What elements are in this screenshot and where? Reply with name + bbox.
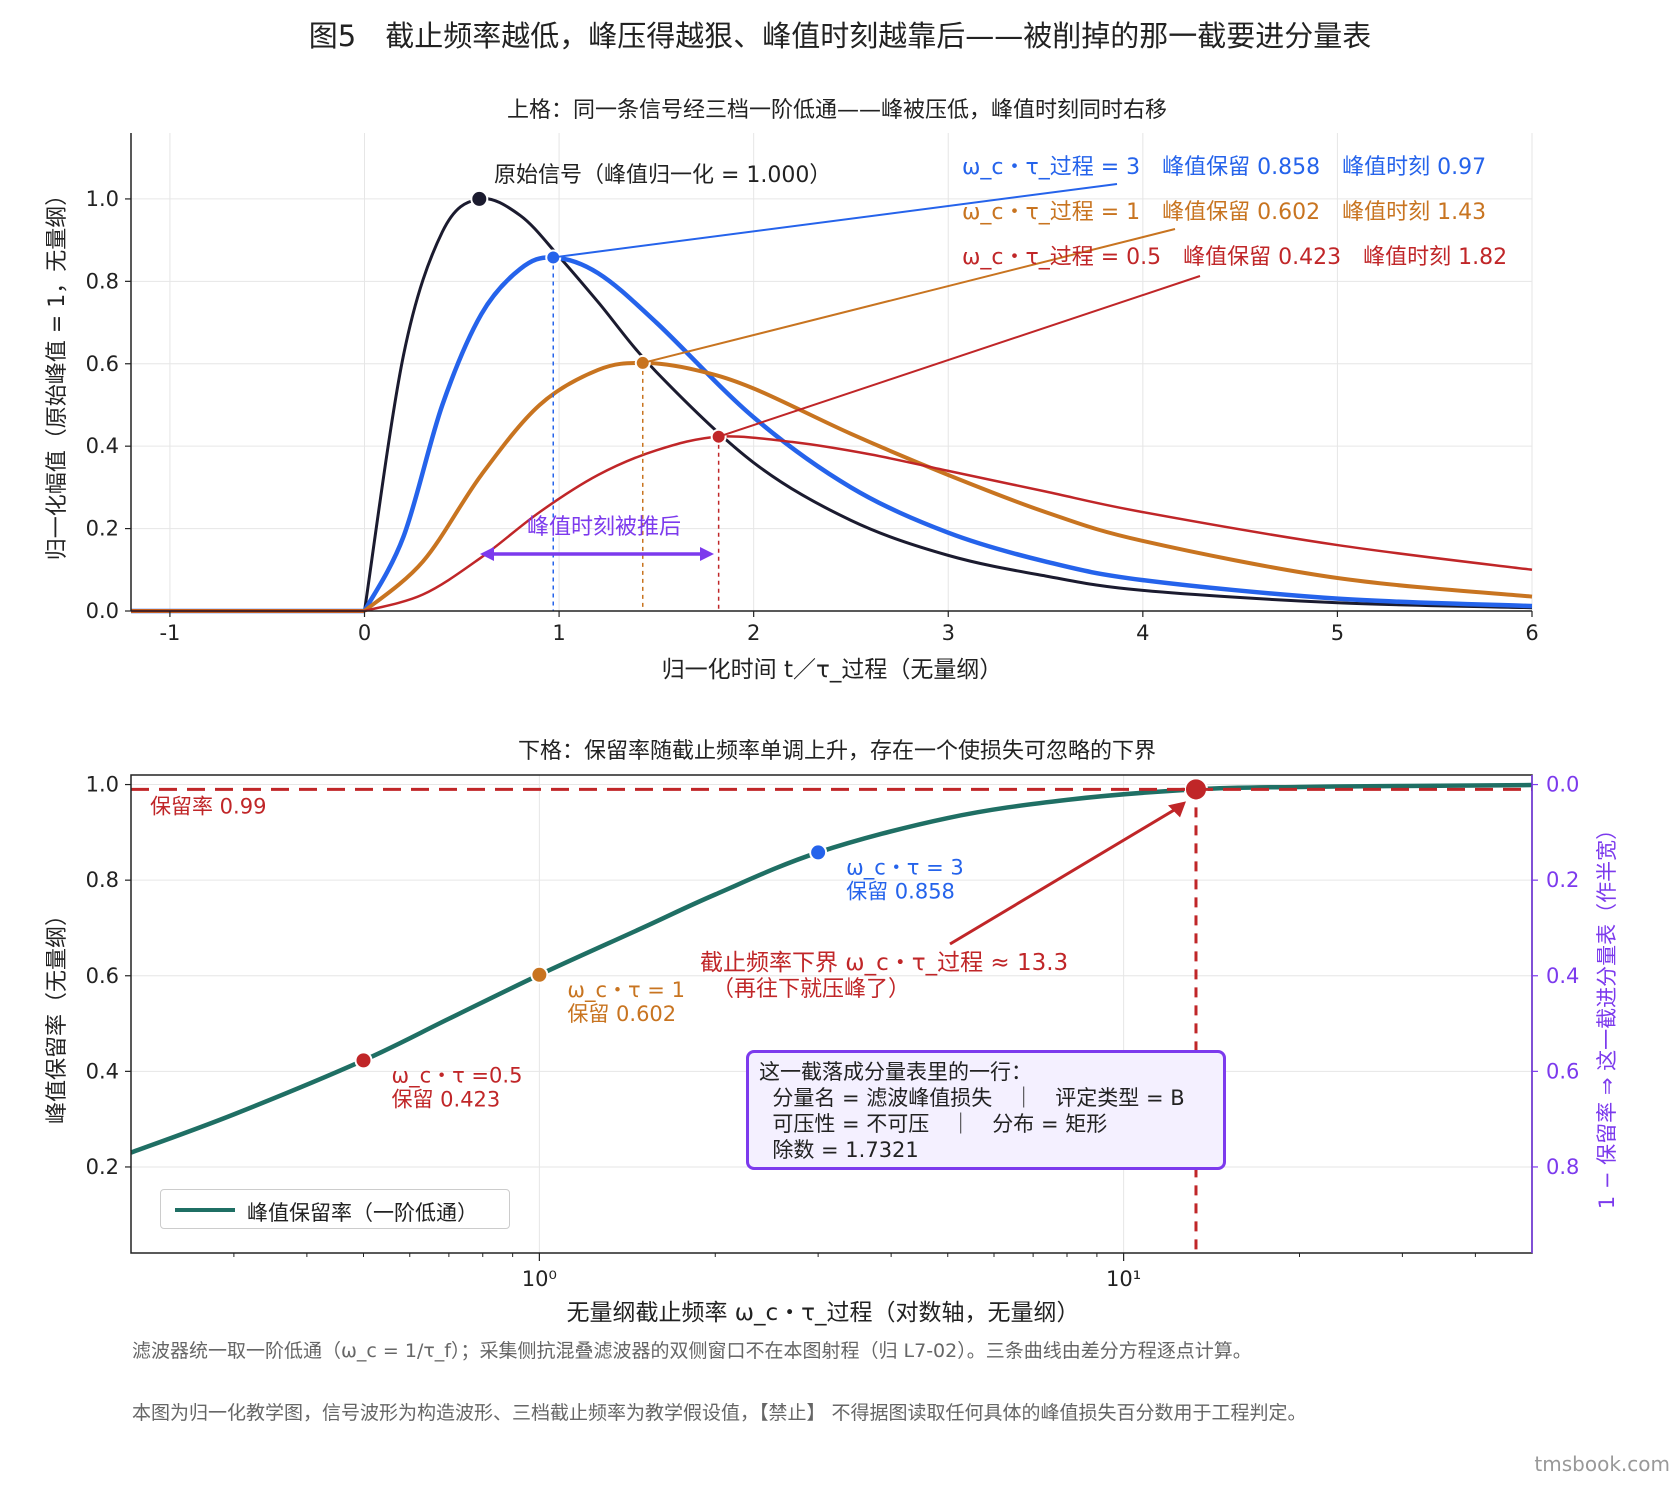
infobox-line-1: 这一截落成分量表里的一行：	[759, 1060, 1032, 1084]
bottom-ytick-right-label: 0.4	[1546, 964, 1579, 988]
bottom-ticks: 10⁰ 10¹ 0.2 0.4 0.6 0.8 1.0 0.0 0.2 0.4 0.6 0.8	[86, 773, 1580, 1291]
watermark: tmsbook.com	[1534, 1452, 1670, 1476]
bottom-series	[130, 777, 1533, 1155]
top-x-label: 归一化时间 t／τ_过程（无量纲）	[662, 657, 1003, 683]
top-grid	[131, 133, 1533, 612]
top-callout-line-wc3	[553, 183, 1118, 259]
bottom-marker-label-b: 保留 0.602	[567, 1002, 676, 1026]
footnote-2: 本图为归一化教学图，信号波形为构造波形、三档截止频率为教学假设值，【禁止】 不得…	[132, 1402, 1307, 1424]
top-ticks: -1 0 1 2 3 4 5 6 0.0 0.2 0.4 0.6 0.8 1.0	[86, 187, 1539, 645]
bottom-marker-label-a: ω_c・τ =0.5	[391, 1063, 522, 1088]
infobox-line-3: 可压性 = 不可压 ｜ 分布 = 矩形	[759, 1112, 1108, 1136]
infobox-line-4: 除数 = 1.7321	[759, 1138, 919, 1162]
bottom-cutoff-arrowhead	[1167, 801, 1186, 818]
top-xtick-label: 0	[358, 621, 371, 645]
top-xtick-label: 4	[1136, 621, 1149, 645]
top-xtick-label: 5	[1331, 621, 1344, 645]
bottom-marker-label-b: 保留 0.423	[391, 1087, 500, 1111]
bottom-marker-label-b: 保留 0.858	[846, 879, 955, 903]
bottom-xtick-label: 10¹	[1106, 1267, 1141, 1291]
top-annotation-wc3: ω_c・τ_过程 = 3 峰值保留 0.858 峰值时刻 0.97	[962, 155, 1486, 180]
bottom-cutoff-label: 截止频率下界 ω_c・τ_过程 ≈ 13.3	[700, 950, 1068, 976]
top-xtick-label: 2	[747, 621, 760, 645]
top-shift-arrowhead-right	[700, 547, 714, 561]
top-peak-marker-original	[470, 189, 489, 208]
bottom-ytick-right-label: 0.6	[1546, 1059, 1579, 1083]
top-series-line-wc05	[364, 435, 1533, 613]
bottom-marker-1	[530, 965, 549, 984]
footnote-1: 滤波器统一取一阶低通（ω_c = 1/τ_f）；采集侧抗混叠滤波器的双侧窗口不在…	[132, 1340, 1252, 1362]
top-annotation-wc05: ω_c・τ_过程 = 0.5 峰值保留 0.423 峰值时刻 1.82	[962, 245, 1507, 270]
top-series-line-wc1	[363, 360, 1533, 613]
top-series-line-original	[363, 196, 1533, 612]
bottom-ytick-right-label: 0.0	[1546, 773, 1579, 797]
component-info-box: 这一截落成分量表里的一行： 分量名 = 滤波峰值损失 ｜ 评定类型 = B 可压…	[746, 1050, 1226, 1170]
top-panel: 上格：同一条信号经三档一阶低通——峰被压低，峰值时刻同时右移 原始信号（峰值归一…	[45, 98, 1539, 683]
bottom-ytick-label: 0.2	[86, 1155, 119, 1179]
bottom-ytick-label: 0.4	[86, 1059, 119, 1083]
bottom-cutoff-sublabel: （再往下就压峰了）	[712, 977, 910, 1002]
bottom-y-label: 峰值保留率（无量纲）	[45, 904, 70, 1124]
bottom-chart-title: 下格：保留率随截止频率单调上升，存在一个使损失可忽略的下界	[518, 739, 1156, 764]
bottom-ytick-right-label: 0.2	[1546, 868, 1579, 892]
bottom-ytick-label: 0.6	[86, 964, 119, 988]
bottom-grid	[131, 775, 1532, 1253]
bottom-marker-2	[809, 843, 828, 862]
bottom-y-label-right: 1 − 保留率 ⇒ 这一截进分量表（作半宽）	[1595, 819, 1619, 1209]
top-callout-line-wc1	[642, 228, 1176, 364]
top-xtick-label: 6	[1525, 621, 1538, 645]
figure-title: 图5 截止频率越低，峰压得越狠、峰值时刻越靠后——被削掉的那一截要进分量表	[309, 19, 1371, 53]
top-annotations: 原始信号（峰值归一化 = 1.000） ω_c・τ_过程 = 3 峰值保留 0.8…	[470, 155, 1507, 611]
bottom-panel: 下格：保留率随截止频率单调上升，存在一个使损失可忽略的下界 保留率 0.99 ω_…	[45, 739, 1619, 1326]
top-xtick-label: -1	[159, 621, 180, 645]
top-shift-arrowhead-left	[480, 547, 494, 561]
bottom-marker-label-a: ω_c・τ = 3	[846, 855, 964, 880]
bottom-ytick-right-label: 0.8	[1546, 1155, 1579, 1179]
bottom-cutoff-arrow	[949, 804, 1183, 946]
top-y-label: 归一化幅值（原始峰值 = 1，无量纲）	[45, 184, 70, 560]
top-ytick-label: 0.2	[86, 517, 119, 541]
legend: 峰值保留率（一阶低通）	[160, 1189, 510, 1229]
top-callout-line-wc05	[718, 275, 1201, 438]
top-chart-title: 上格：同一条信号经三档一阶低通——峰被压低，峰值时刻同时右移	[507, 98, 1167, 123]
bottom-ytick-label: 0.8	[86, 868, 119, 892]
top-xtick-label: 1	[552, 621, 565, 645]
infobox-line-2: 分量名 = 滤波峰值损失 ｜ 评定类型 = B	[759, 1086, 1185, 1110]
top-ytick-label: 0.4	[86, 434, 119, 458]
top-annotation-original: 原始信号（峰值归一化 = 1.000）	[494, 163, 831, 188]
bottom-xtick-label: 10⁰	[522, 1267, 557, 1291]
bottom-x-label: 无量纲截止频率 ω_c・τ_过程（对数轴，无量纲）	[566, 1300, 1079, 1326]
bottom-marker-0	[354, 1051, 373, 1070]
top-annotation-wc1: ω_c・τ_过程 = 1 峰值保留 0.602 峰值时刻 1.43	[962, 200, 1486, 225]
top-series-line-wc3	[362, 255, 1533, 613]
bottom-marker-label-a: ω_c・τ = 1	[567, 978, 685, 1003]
bottom-threshold-label: 保留率 0.99	[150, 794, 266, 818]
bottom-ytick-label: 1.0	[86, 773, 119, 797]
legend-label: 峰值保留率（一阶低通）	[247, 1201, 478, 1225]
legend-swatch	[175, 1208, 235, 1212]
top-ytick-label: 0.8	[86, 269, 119, 293]
top-ytick-label: 0.6	[86, 352, 119, 376]
top-ytick-label: 1.0	[86, 187, 119, 211]
top-ytick-label: 0.0	[86, 599, 119, 623]
top-xtick-label: 3	[942, 621, 955, 645]
top-annotation-shift: 峰值时刻被推后	[527, 515, 681, 540]
